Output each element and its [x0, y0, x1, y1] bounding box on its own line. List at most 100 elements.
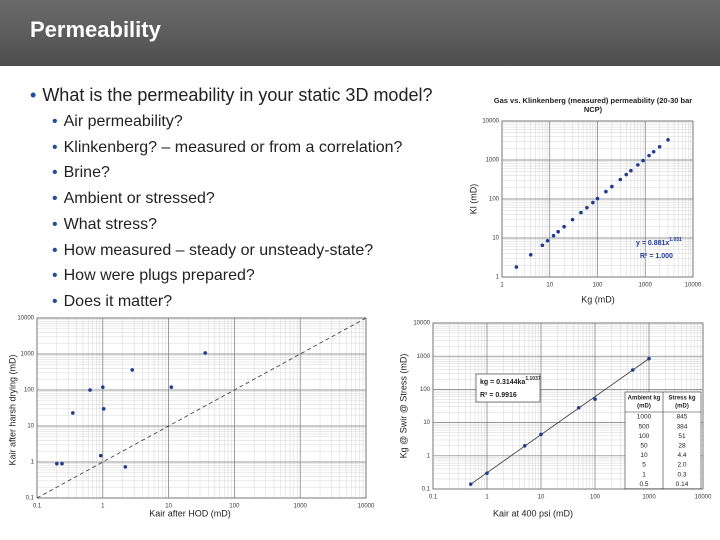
y-tick-label: 0.1: [422, 487, 431, 493]
bullet-dot: •: [52, 292, 58, 310]
bullet-text: Does it matter?: [63, 292, 173, 310]
sub-bullet: • Air permeability?: [52, 113, 183, 131]
x-tick-label: 10000: [685, 283, 702, 289]
data-point: [593, 397, 597, 401]
y-axis-label: Kg @ Swir @ Stress (mD): [398, 354, 408, 459]
table-cell: 10: [640, 452, 648, 459]
table-cell: 384: [677, 423, 688, 430]
y-tick-label: 10: [423, 420, 430, 426]
data-point: [636, 163, 640, 167]
table-cell: 4.4: [677, 452, 686, 459]
data-point: [130, 368, 135, 372]
table-header: (mD): [675, 404, 689, 410]
data-point: [203, 351, 208, 355]
equation-exponent: 1.031: [669, 237, 682, 243]
sub-bullet: • Brine?: [52, 164, 110, 182]
data-point: [540, 243, 545, 248]
y-tick-label: 1000: [417, 354, 431, 360]
table-header: Stress kg: [668, 396, 695, 402]
table-cell: 5: [642, 462, 646, 469]
x-tick-label: 1000: [294, 504, 308, 510]
sub-bullet: • Klinkenberg? – measured or from a corre…: [52, 139, 402, 157]
data-point: [562, 224, 566, 229]
y-tick-label: 100: [420, 387, 431, 393]
data-point: [610, 184, 614, 189]
x-axis-label: Kair at 400 psi (mD): [493, 508, 573, 518]
table-cell: 500: [639, 423, 650, 430]
bullet-text: Klinkenberg? – measured or from a correl…: [63, 138, 403, 156]
x-tick-label: 100: [590, 495, 601, 501]
y-tick-label: 10000: [17, 316, 34, 322]
bullet-text: What stress?: [63, 215, 157, 233]
bullet-dot: •: [52, 267, 58, 285]
equation: y = 0.881x1.031: [636, 237, 682, 247]
x-tick-label: 100: [592, 283, 603, 289]
r-squared: R² = 1.000: [640, 253, 673, 260]
table-cell: 100: [639, 433, 650, 440]
table-cell: 0.14: [676, 481, 689, 488]
x-axis-label: Kair after HOD (mD): [149, 508, 231, 518]
table-header: Ambient kg: [628, 396, 661, 402]
data-point: [539, 432, 543, 437]
x-tick-label: 0.1: [33, 504, 42, 510]
bullet-dot: •: [52, 113, 58, 130]
r-squared: R² = 0.9916: [480, 392, 517, 399]
data-point: [485, 471, 489, 475]
plot-area: [36, 317, 367, 499]
equation-frame: [475, 373, 541, 403]
x-tick-label: 1: [101, 504, 105, 510]
equation: kg = 0.3144ka1.1037: [480, 376, 541, 386]
bullet-text: Ambient or stressed?: [63, 190, 215, 208]
slide-title: Permeability: [30, 17, 161, 42]
data-point: [629, 168, 633, 173]
data-point: [556, 229, 560, 234]
equation-exponent: 1.1037: [525, 376, 541, 382]
x-tick-label: 0.1: [429, 495, 438, 501]
sub-bullet: • How measured – steady or unsteady-state…: [52, 242, 373, 260]
bullet-dot: •: [52, 164, 58, 182]
data-point: [651, 149, 656, 154]
main-bullet: • What is the permeability in your static…: [30, 85, 433, 105]
data-point: [55, 461, 59, 466]
equation-box: kg = 0.3144ka1.1037 R² = 0.9916: [475, 373, 541, 403]
data-point: [595, 196, 600, 201]
sub-bullet: • How were plugs prepared?: [52, 267, 255, 285]
y-tick-label: 0.1: [26, 496, 35, 502]
data-point: [528, 253, 533, 257]
bullet-dot: •: [52, 138, 58, 156]
chart-title-box: Gas vs. Klinkenberg (measured) permeabil…: [494, 96, 692, 114]
bullet-dot: •: [52, 215, 58, 233]
x-tick-label: 10000: [358, 504, 375, 510]
data-point: [576, 405, 581, 410]
y-tick-label: 1000: [21, 352, 35, 358]
trend-line: [470, 358, 650, 485]
table-cell: 2.0: [677, 462, 686, 469]
bullet-text: How were plugs prepared?: [63, 267, 255, 285]
bullet-text: How measured – steady or unsteady-state?: [63, 241, 374, 259]
title-bar: [0, 0, 720, 66]
data-point: [657, 145, 662, 149]
data-point: [647, 356, 651, 361]
y-tick-label: 1000: [486, 158, 500, 164]
y-tick-label: 1: [496, 275, 500, 281]
table-cell: 51: [678, 433, 686, 440]
data-point: [545, 238, 550, 243]
x-tick-label: 10: [165, 504, 172, 510]
sub-bullet: • Ambient or stressed?: [52, 190, 215, 208]
bullet-dot: •: [52, 241, 58, 259]
table-header: (mD): [637, 404, 651, 410]
equation-base: y = 0.881x: [636, 240, 669, 247]
data-point: [101, 407, 106, 411]
data-point: [618, 177, 623, 182]
table-cell: 28: [678, 443, 686, 450]
table-cell: 1000: [637, 414, 652, 421]
x-tick-label: 10: [546, 283, 553, 289]
data-point: [570, 217, 575, 222]
sub-bullet: • Does it matter?: [52, 293, 172, 311]
y-tick-label: 100: [489, 197, 500, 203]
data-point: [641, 158, 645, 163]
bullet-text: Air permeability?: [63, 113, 183, 130]
data-point: [624, 172, 629, 177]
